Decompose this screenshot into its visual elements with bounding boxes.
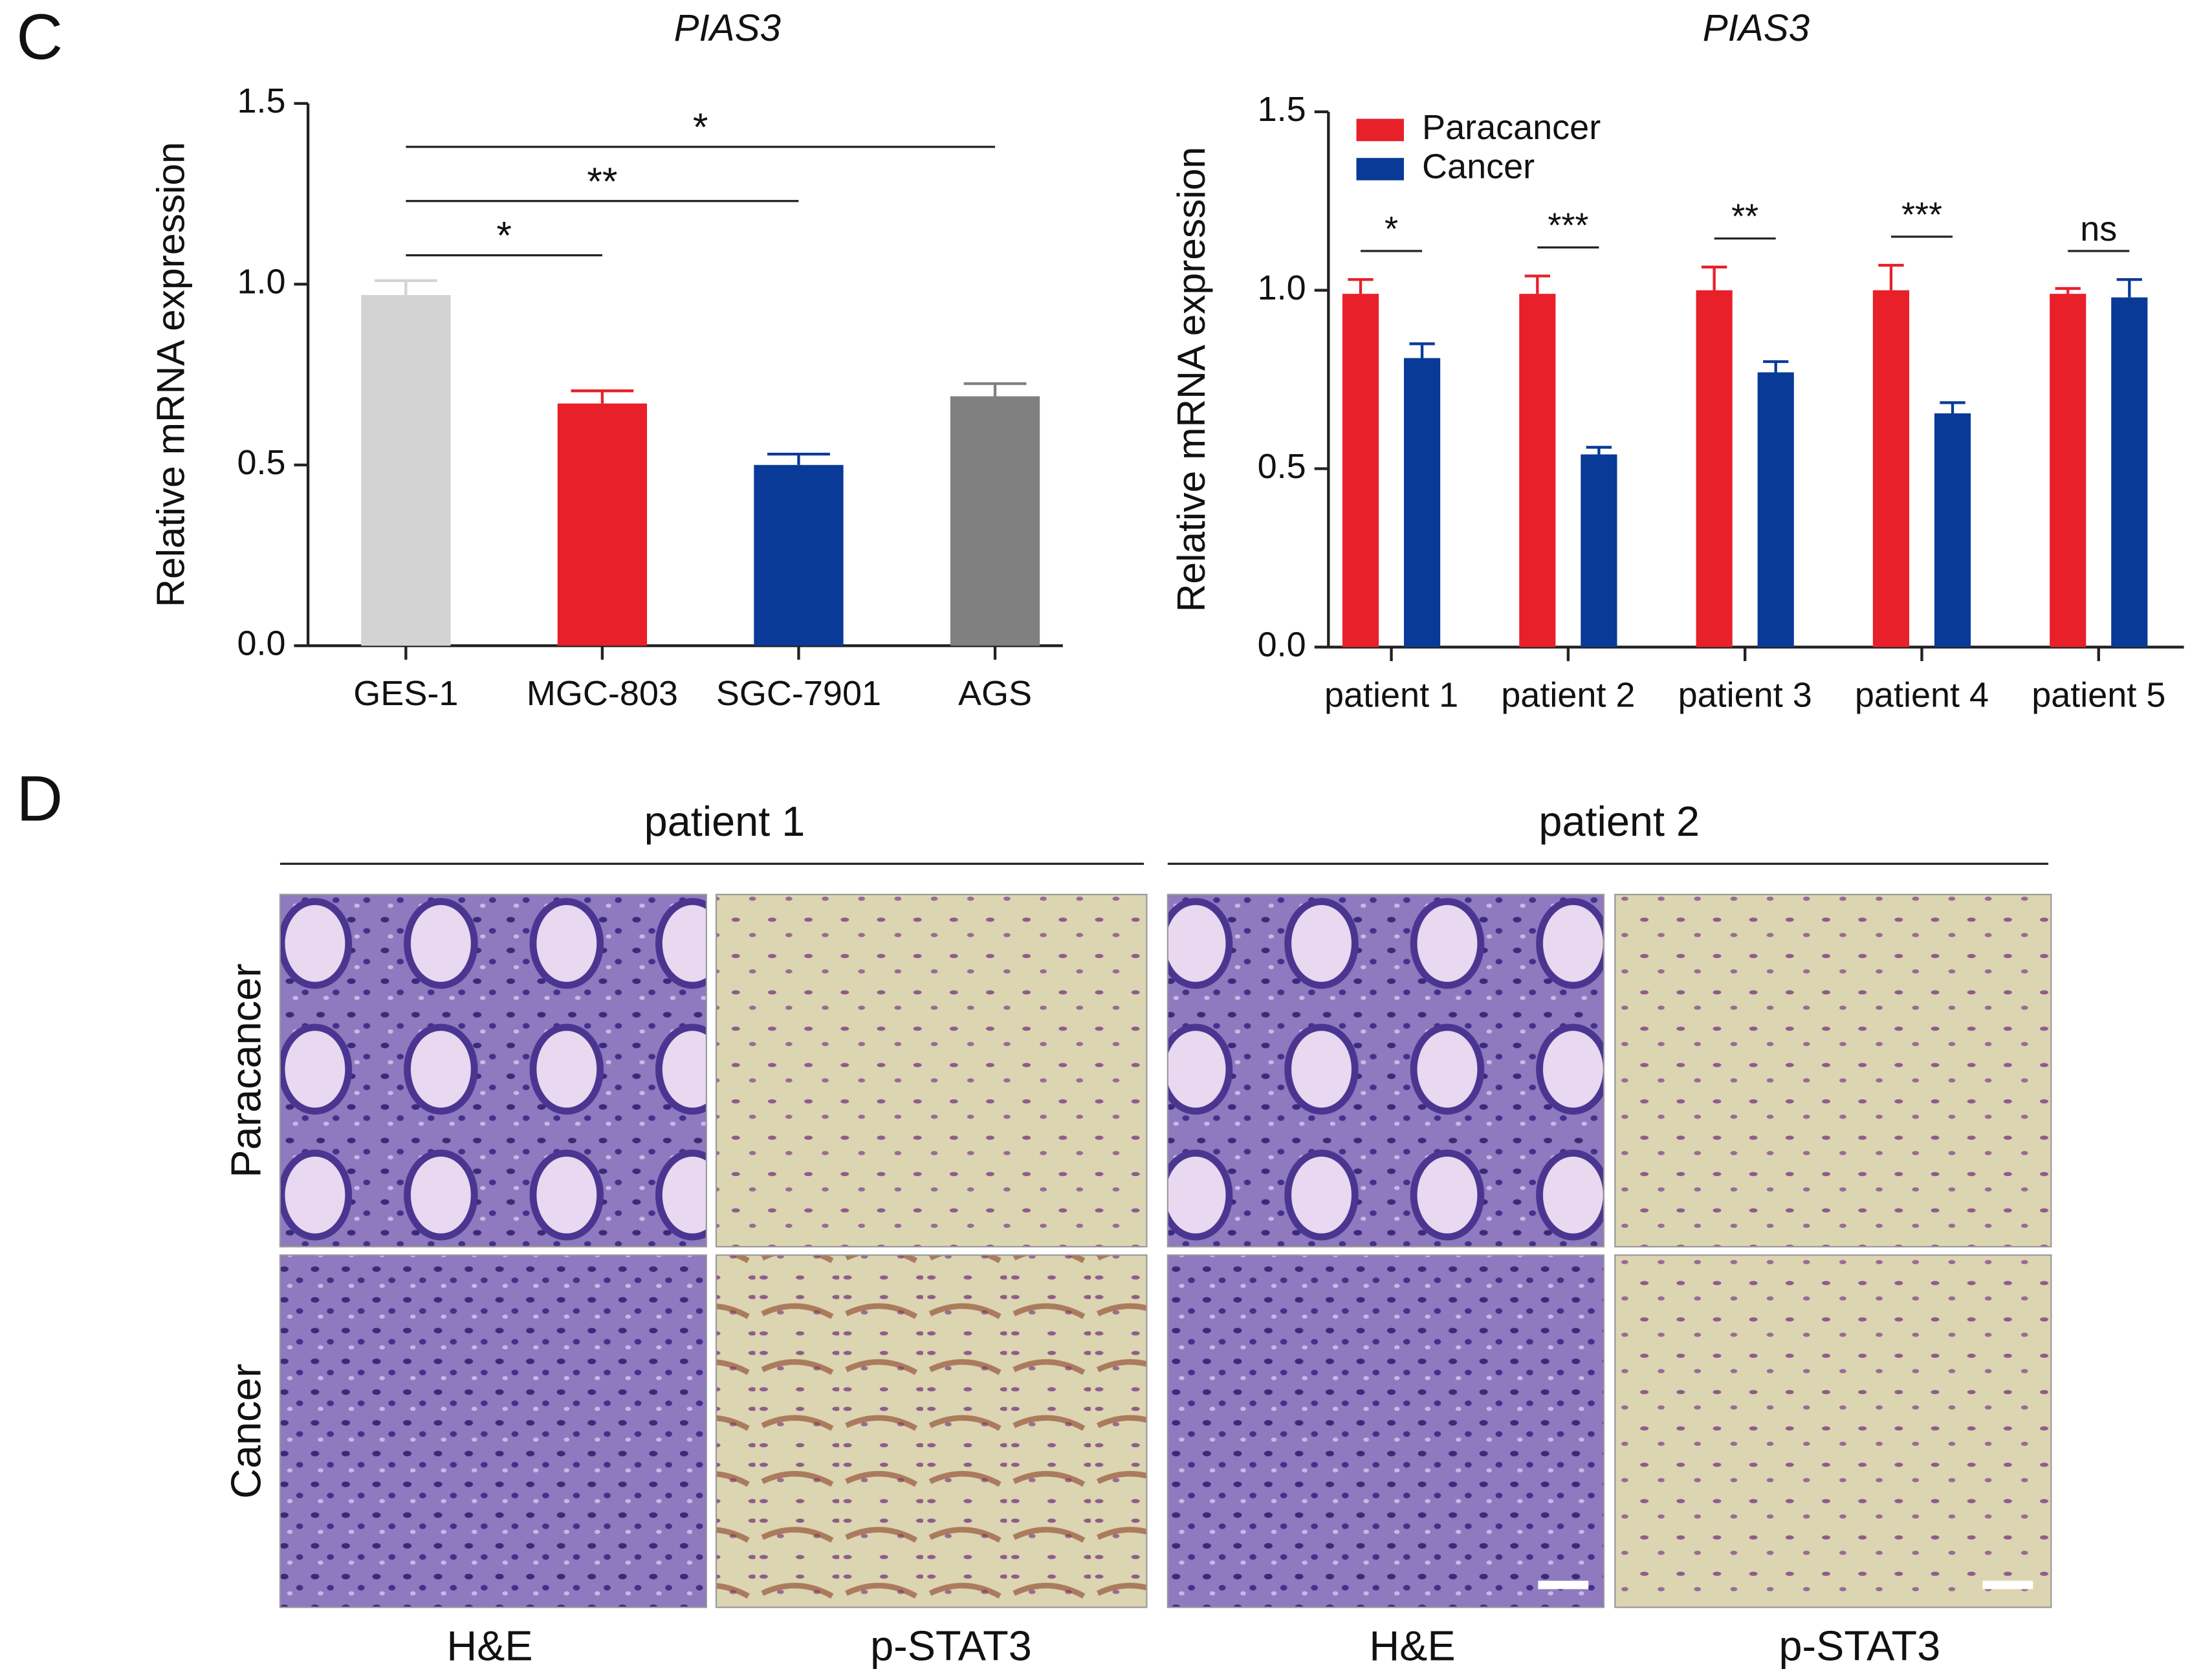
- row-label: Paracancer: [222, 963, 269, 1177]
- bar: [2111, 297, 2148, 648]
- group-label: patient 2: [1538, 798, 1700, 845]
- error-bar: [1409, 342, 1435, 358]
- error-bar: [1878, 263, 1904, 290]
- bar: [1757, 372, 1794, 648]
- micrograph: [715, 1254, 1148, 1608]
- micrograph: [1166, 1254, 1605, 1608]
- bar: [1342, 294, 1379, 648]
- bar: [361, 295, 451, 646]
- error-bar: [1348, 278, 1374, 294]
- bar: [1581, 454, 1617, 648]
- micrograph: [279, 893, 707, 1248]
- y-axis-title: Relative mRNA expression: [149, 142, 193, 607]
- significance-label: ns: [2080, 210, 2117, 248]
- micrograph: [1614, 1254, 2052, 1608]
- error-bar: [1701, 265, 1727, 290]
- x-tick-label: GES-1: [353, 674, 458, 713]
- bar: [557, 403, 648, 646]
- significance-label: ***: [1901, 195, 1942, 234]
- group-label: patient 1: [644, 798, 805, 845]
- column-label: H&E: [446, 1622, 532, 1670]
- significance-label: **: [1731, 197, 1758, 236]
- column-label: p-STAT3: [870, 1622, 1032, 1670]
- chart-title: PIAS3: [674, 7, 781, 49]
- bar: [1872, 290, 1910, 648]
- micrograph: [279, 1254, 707, 1608]
- legend-swatch: [1356, 118, 1404, 142]
- row-label: Cancer: [222, 1364, 269, 1499]
- significance-label: *: [496, 213, 512, 257]
- x-tick-label: AGS: [958, 674, 1032, 713]
- histology-panel: patient 1 patient 2 Paracancer Cancer H&…: [222, 798, 2052, 1670]
- scale-bar: [1538, 1580, 1589, 1589]
- x-tick-label: SGC-7901: [716, 674, 881, 713]
- x-tick-label: patient 3: [1678, 675, 1812, 714]
- panel-label: C: [16, 1, 63, 73]
- error-bar: [1524, 274, 1550, 294]
- micrograph: [715, 893, 1148, 1248]
- y-tick-label: 0.0: [1258, 626, 1306, 664]
- bar: [1696, 290, 1733, 648]
- error-bar: [767, 452, 830, 465]
- y-tick-label: 1.5: [1258, 90, 1306, 129]
- scale-bar: [1982, 1580, 2033, 1589]
- error-bar: [2116, 278, 2142, 298]
- y-tick-label: 0.0: [237, 624, 285, 662]
- y-tick-label: 0.5: [1258, 447, 1306, 486]
- legend-label: Paracancer: [1422, 108, 1601, 147]
- column-label: p-STAT3: [1779, 1622, 1941, 1670]
- error-bar: [1940, 401, 1966, 414]
- x-tick-label: patient 4: [1855, 675, 1989, 714]
- y-axis-title: Relative mRNA expression: [1169, 147, 1213, 612]
- error-bar: [1586, 446, 1612, 455]
- significance-label: ***: [1548, 206, 1588, 245]
- significance-label: *: [1385, 210, 1398, 248]
- y-tick-label: 0.5: [237, 443, 285, 482]
- error-bar: [2055, 287, 2081, 294]
- error-bar: [374, 279, 437, 296]
- micrograph: [1614, 893, 2052, 1248]
- x-tick-label: patient 2: [1501, 675, 1635, 714]
- column-label: H&E: [1369, 1622, 1455, 1670]
- x-tick-label: MGC-803: [527, 674, 678, 713]
- bar: [1934, 413, 1971, 648]
- significance-label: **: [587, 159, 617, 203]
- bar: [950, 396, 1040, 646]
- error-bar: [571, 389, 634, 404]
- bar: [1519, 294, 1556, 648]
- x-tick-label: patient 5: [2031, 675, 2165, 714]
- error-bar: [1763, 360, 1789, 373]
- micrograph: [1166, 893, 1605, 1248]
- error-bar: [963, 382, 1027, 397]
- significance-label: *: [693, 105, 708, 149]
- x-tick-label: patient 1: [1324, 675, 1458, 714]
- y-tick-label: 1.0: [237, 263, 285, 301]
- bar: [2050, 294, 2086, 648]
- panel-label: D: [16, 763, 63, 835]
- bar: [754, 464, 844, 646]
- bar: [1403, 358, 1441, 648]
- y-tick-label: 1.5: [237, 82, 285, 120]
- chart-title: PIAS3: [1703, 7, 1810, 49]
- legend-label: Cancer: [1422, 147, 1535, 186]
- y-tick-label: 1.0: [1258, 268, 1306, 307]
- legend-swatch: [1356, 158, 1404, 180]
